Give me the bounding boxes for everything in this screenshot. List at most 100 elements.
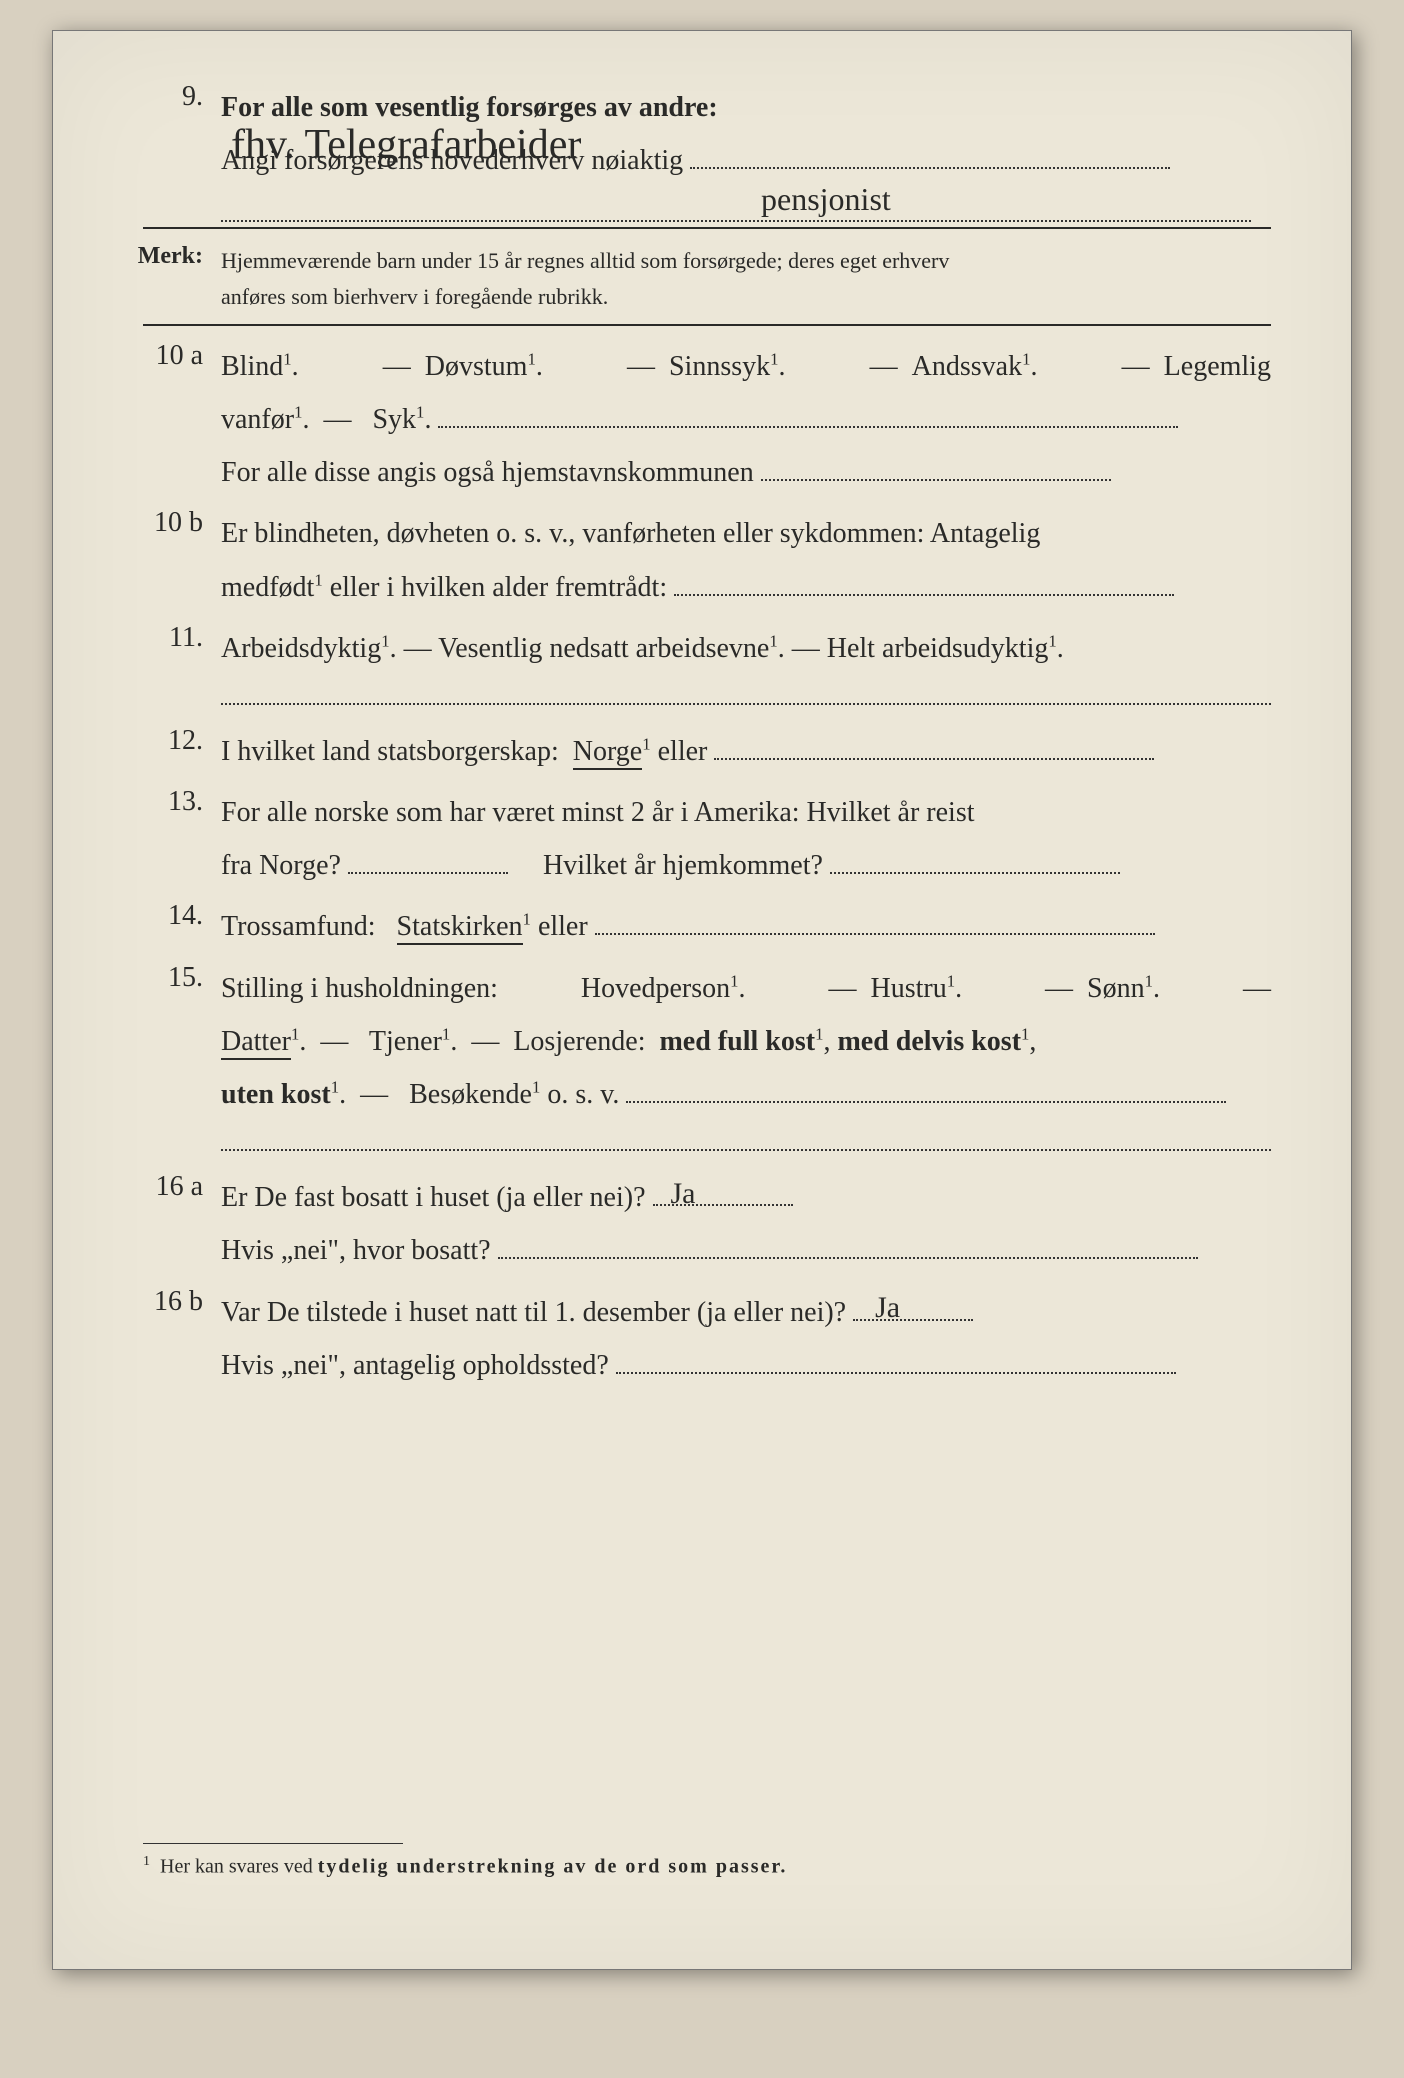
- opt-uten-kost[interactable]: uten kost: [221, 1079, 331, 1110]
- q10b-number: 10 b: [133, 507, 203, 539]
- opt-norge[interactable]: Norge: [573, 736, 642, 770]
- note-merk: Merk: Hjemmeværende barn under 15 år reg…: [143, 243, 1271, 313]
- q10b-line2: medfødt1 eller i hvilken alder fremtrådt…: [221, 561, 1271, 614]
- question-10a: 10 a Blind1. — Døvstum1. — Sinnssyk1. — …: [143, 340, 1271, 500]
- q10a-line2: vanfør1. — Syk1.: [221, 393, 1271, 446]
- opt-andssvak[interactable]: Andssvak: [912, 351, 1022, 382]
- q11-number: 11.: [133, 622, 203, 654]
- q16a-hvis-nei: Hvis „nei", hvor bosatt?: [221, 1235, 491, 1266]
- q13-number: 13.: [133, 786, 203, 818]
- opt-legemlig: Legemlig: [1164, 351, 1271, 382]
- question-15: 15. Stilling i husholdningen: Hovedperso…: [143, 962, 1271, 1152]
- q15-line3: uten kost1. — Besøkende1 o. s. v.: [221, 1068, 1271, 1121]
- q15-blank2[interactable]: [221, 1133, 1271, 1151]
- q12-line: I hvilket land statsborgerskap: Norge1 e…: [221, 725, 1271, 778]
- footnote: 1 Her kan svares ved tydelig understrekn…: [143, 1843, 1261, 1879]
- q16a-prompt: Er De fast bosatt i huset (ja eller nei)…: [221, 1182, 646, 1213]
- q9-line: Angi forsørgerens hovederhverv nøiaktig …: [221, 134, 1271, 187]
- q10a-hjemstavns: For alle disse angis også hjemstavnskomm…: [221, 457, 754, 488]
- opt-sinnssyk[interactable]: Sinnssyk: [669, 351, 770, 382]
- q13-blank2[interactable]: [830, 847, 1120, 874]
- q11-line: Arbeidsdyktig1. — Vesentlig nedsatt arbe…: [221, 622, 1271, 675]
- opt-udyktig[interactable]: Helt arbeidsudyktig: [827, 633, 1049, 664]
- question-10b: 10 b Er blindheten, døvheten o. s. v., v…: [143, 507, 1271, 613]
- q9-blank2[interactable]: pensjonist: [221, 195, 1251, 222]
- q12-blank[interactable]: [714, 733, 1154, 760]
- opt-full-kost[interactable]: med full kost: [659, 1026, 815, 1057]
- opt-delvis-kost[interactable]: med delvis kost: [837, 1026, 1021, 1057]
- q12-prompt: I hvilket land statsborgerskap:: [221, 736, 559, 767]
- q15-number: 15.: [133, 962, 203, 994]
- q16b-blank1[interactable]: Ja: [853, 1293, 973, 1320]
- q9-handwritten-2: pensjonist: [761, 169, 891, 230]
- question-9: 9. For alle som vesentlig forsørges av a…: [143, 81, 1271, 217]
- opt-vanfor[interactable]: vanfør: [221, 404, 294, 435]
- q16a-answer: Ja: [671, 1165, 696, 1222]
- opt-tjener[interactable]: Tjener: [369, 1026, 442, 1057]
- q12-number: 12.: [133, 725, 203, 757]
- question-16a: 16 a Er De fast bosatt i huset (ja eller…: [143, 1171, 1271, 1277]
- opt-syk[interactable]: Syk: [372, 404, 416, 435]
- opt-sonn[interactable]: Sønn: [1087, 973, 1145, 1004]
- opt-blind[interactable]: Blind: [221, 351, 283, 382]
- footnote-text: 1 Her kan svares ved tydelig understrekn…: [143, 1854, 1261, 1879]
- footnote-marker: 1: [143, 1854, 150, 1869]
- census-form-page: 9. For alle som vesentlig forsørges av a…: [52, 30, 1352, 1970]
- q15-prompt: Stilling i husholdningen:: [221, 973, 498, 1004]
- q10a-line1: Blind1. — Døvstum1. — Sinnssyk1. — Andss…: [221, 340, 1271, 393]
- q16a-line1: Er De fast bosatt i huset (ja eller nei)…: [221, 1171, 1271, 1224]
- opt-hovedperson[interactable]: Hovedperson: [581, 973, 730, 1004]
- merk-text2: anføres som bierhverv i foregående rubri…: [221, 279, 1271, 314]
- q16b-answer: Ja: [875, 1279, 900, 1336]
- q10a-line3: For alle disse angis også hjemstavnskomm…: [221, 446, 1271, 499]
- divider-after-merk: [143, 324, 1271, 326]
- opt-dovestum[interactable]: Døvstum: [425, 351, 528, 382]
- q9-blank[interactable]: fhv. Telegrafarbeider: [690, 142, 1170, 169]
- q16a-blank1[interactable]: Ja: [653, 1179, 793, 1206]
- divider-after-9: [143, 227, 1271, 229]
- q16a-line2: Hvis „nei", hvor bosatt?: [221, 1224, 1271, 1277]
- footnote-rule: [143, 1843, 403, 1844]
- q16b-number: 16 b: [133, 1286, 203, 1318]
- q10b-eller: eller i hvilken alder fremtrådt:: [330, 572, 667, 603]
- q13-hjemkommet: Hvilket år hjemkommet?: [543, 850, 823, 881]
- opt-losjerende: Losjerende:: [513, 1026, 645, 1057]
- opt-datter[interactable]: Datter: [221, 1026, 291, 1060]
- q10b-line1: Er blindheten, døvheten o. s. v., vanfør…: [221, 507, 1271, 560]
- q10b-blank[interactable]: [674, 568, 1174, 595]
- q14-eller: eller: [538, 911, 588, 942]
- q14-blank[interactable]: [595, 908, 1155, 935]
- q13-fra-norge: fra Norge?: [221, 850, 341, 881]
- q10a-blank2[interactable]: [761, 454, 1111, 481]
- q14-number: 14.: [133, 900, 203, 932]
- question-12: 12. I hvilket land statsborgerskap: Norg…: [143, 725, 1271, 778]
- q13-line2: fra Norge? Hvilket år hjemkommet?: [221, 839, 1271, 892]
- opt-hustru[interactable]: Hustru: [870, 973, 946, 1004]
- q9-handwritten-1: fhv. Telegrafarbeider: [231, 106, 581, 186]
- q9-number: 9.: [133, 81, 203, 113]
- q16b-blank2[interactable]: [616, 1347, 1176, 1374]
- q16a-blank2[interactable]: [498, 1232, 1198, 1259]
- q15-line2: Datter1. — Tjener1. — Losjerende: med fu…: [221, 1015, 1271, 1068]
- question-16b: 16 b Var De tilstede i huset natt til 1.…: [143, 1286, 1271, 1392]
- q15-line1: Stilling i husholdningen: Hovedperson1. …: [221, 962, 1271, 1015]
- question-14: 14. Trossamfund: Statskirken1 eller: [143, 900, 1271, 953]
- q16b-line1: Var De tilstede i huset natt til 1. dese…: [221, 1286, 1271, 1339]
- q10a-number: 10 a: [133, 340, 203, 372]
- q10a-blank1[interactable]: [438, 401, 1178, 428]
- opt-statskirken[interactable]: Statskirken: [397, 911, 523, 945]
- q13-line1: For alle norske som har været minst 2 år…: [221, 786, 1271, 839]
- q16b-hvis-nei: Hvis „nei", antagelig opholdssted?: [221, 1350, 609, 1381]
- question-11: 11. Arbeidsdyktig1. — Vesentlig nedsatt …: [143, 622, 1271, 705]
- q16b-line2: Hvis „nei", antagelig opholdssted?: [221, 1339, 1271, 1392]
- opt-besokende[interactable]: Besøkende: [409, 1079, 532, 1110]
- q16a-number: 16 a: [133, 1171, 203, 1203]
- opt-nedsatt[interactable]: Vesentlig nedsatt arbeidsevne: [438, 633, 769, 664]
- opt-medfodt[interactable]: medfødt: [221, 572, 314, 603]
- q12-eller: eller: [658, 736, 708, 767]
- q15-blank[interactable]: [626, 1076, 1226, 1103]
- q13-blank1[interactable]: [348, 847, 508, 874]
- q9-continuation: pensjonist: [221, 187, 1271, 217]
- q11-blank[interactable]: [221, 687, 1271, 705]
- opt-arbeidsdyktig[interactable]: Arbeidsdyktig: [221, 633, 381, 664]
